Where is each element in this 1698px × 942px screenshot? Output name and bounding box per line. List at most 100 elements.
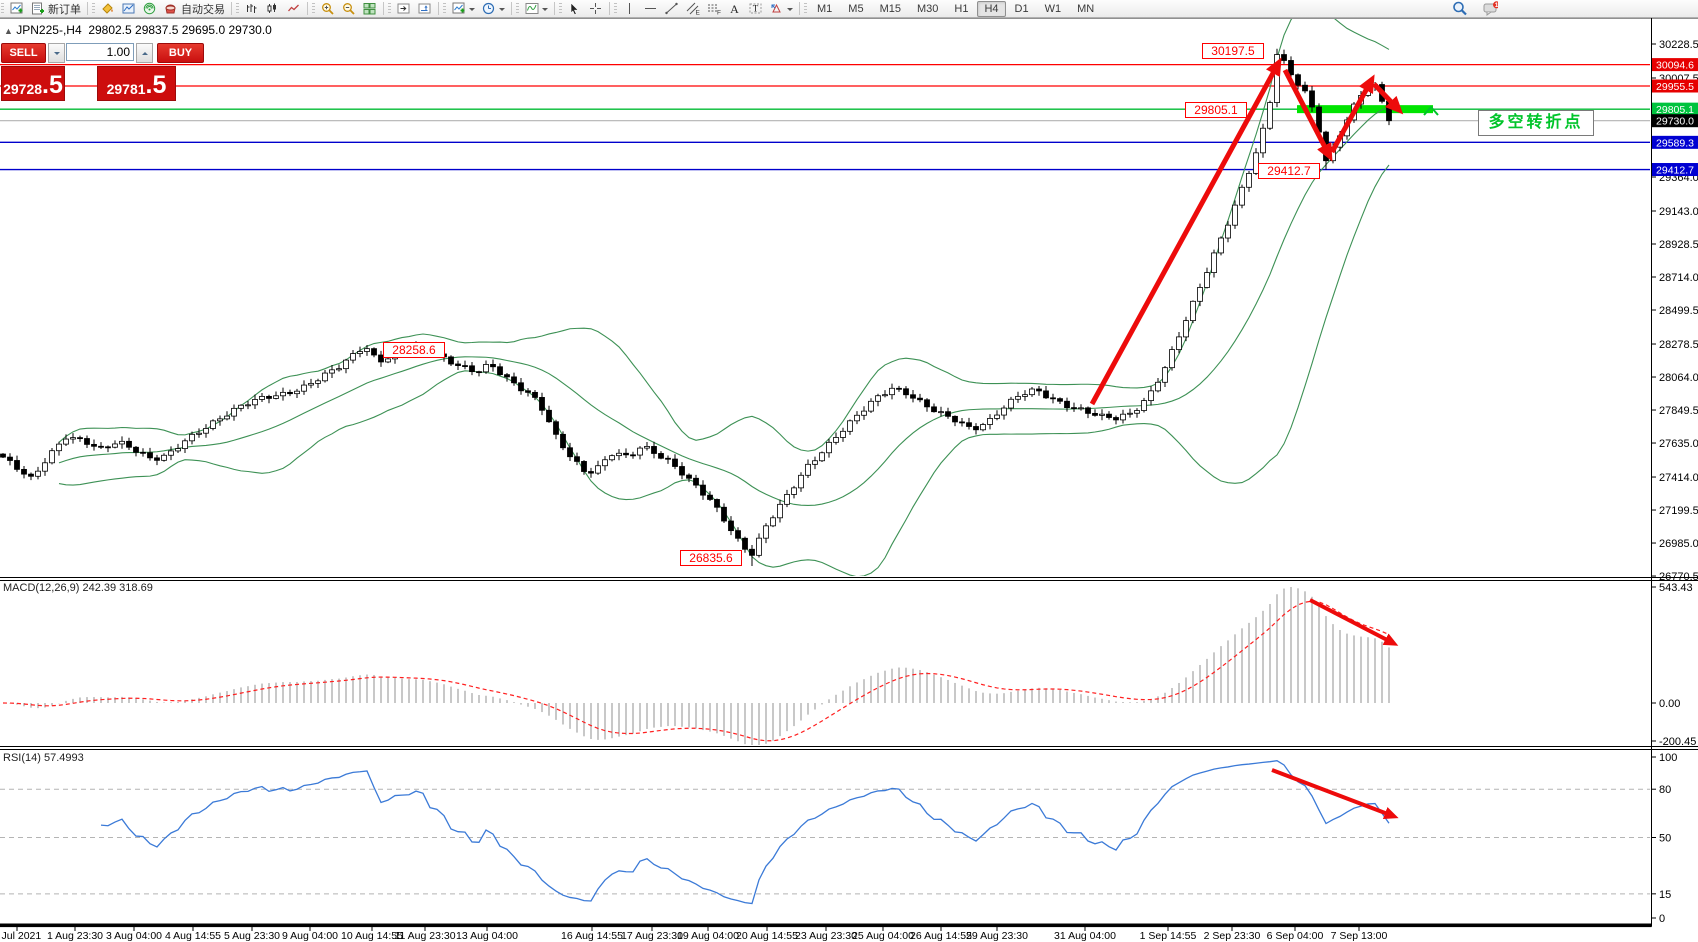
text-label-icon: T (748, 2, 763, 16)
timeframe-h4[interactable]: H4 (977, 0, 1006, 17)
volume-decrease-button[interactable] (48, 43, 65, 63)
trend-line-icon (664, 2, 679, 16)
timeframe-m5[interactable]: M5 (848, 2, 864, 15)
chart-shift-tool[interactable] (393, 1, 414, 16)
svg-text:16 Aug 14:55: 16 Aug 14:55 (561, 930, 623, 942)
period-clock-tool[interactable] (478, 1, 508, 16)
signal-tool[interactable] (139, 1, 160, 16)
crosshair-tool[interactable] (585, 1, 606, 16)
auto-trading-button[interactable]: 自动交易 (160, 1, 228, 16)
macd-signal-line (2, 600, 1390, 742)
svg-text:15: 15 (1659, 889, 1671, 901)
dropdown-caret-icon (499, 8, 505, 14)
green-caret-icon (1423, 105, 1439, 116)
svg-text:1 Sep 14:55: 1 Sep 14:55 (1140, 930, 1197, 942)
vertical-line-tool[interactable] (619, 1, 640, 16)
svg-text:2 Sep 23:30: 2 Sep 23:30 (1204, 930, 1261, 942)
timeframe-mn[interactable]: MN (1077, 2, 1095, 15)
market-watch-tool[interactable] (118, 1, 139, 16)
svg-text:0: 0 (1659, 913, 1665, 925)
tile-windows-tool[interactable] (359, 1, 380, 16)
sell-button[interactable]: SELL (1, 43, 46, 63)
rsi-down-arrow[interactable] (1271, 768, 1399, 819)
price-level-label[interactable]: 26835.6 (680, 550, 742, 566)
vertical-line-icon (622, 2, 637, 16)
toolbar-separator (511, 2, 512, 15)
time-axis[interactable]: 9 Jul 2021 1 Aug 23:303 Aug 04:004 Aug 14… (0, 926, 1387, 942)
toolbar-separator (554, 2, 555, 15)
rsi-label: RSI(14) 57.4993 (3, 752, 84, 764)
buy-button[interactable]: BUY (157, 43, 204, 63)
new-chart-dropdown-tool[interactable] (448, 1, 478, 16)
line-chart-tool[interactable] (283, 1, 304, 16)
timeframe-w1[interactable]: W1 (1044, 2, 1062, 15)
new-chart-tool[interactable] (6, 1, 27, 16)
timeframe-h1[interactable]: H1 (954, 2, 969, 15)
buy-price-box[interactable]: 29781.5 (97, 66, 176, 101)
price-level-label[interactable]: 28258.6 (383, 342, 445, 358)
svg-text:20 Aug 14:55: 20 Aug 14:55 (736, 930, 798, 942)
bar-chart-tool[interactable] (241, 1, 262, 16)
price-axis[interactable]: 30228.530007.529364.029143.028928.528714… (1651, 39, 1698, 925)
svg-text:17 Aug 23:30: 17 Aug 23:30 (621, 930, 683, 942)
toolbar-separator (799, 2, 800, 15)
pane-separators[interactable] (0, 18, 1698, 928)
horizontal-line-tool[interactable] (640, 1, 661, 16)
svg-text:1: 1 (1495, 2, 1498, 9)
svg-text:A: A (730, 2, 739, 15)
macd-indicator (2, 587, 1390, 745)
macd-down-arrow[interactable] (1309, 598, 1399, 646)
candle-chart-tool[interactable] (262, 1, 283, 16)
zoom-in-tool[interactable] (317, 1, 338, 16)
svg-text:5 Aug 23:30: 5 Aug 23:30 (224, 930, 280, 942)
toolbar-grip (92, 3, 95, 14)
symbol-arrow-icon: ▲ (4, 26, 13, 36)
timeframe-m15[interactable]: M15 (879, 2, 901, 15)
timeframe-m1[interactable]: M1 (817, 2, 833, 15)
notifications-icon[interactable]: 1 (1483, 0, 1498, 16)
toolbar-grip (614, 3, 617, 14)
svg-text:27199.5: 27199.5 (1659, 505, 1698, 517)
styles-bucket-tool[interactable] (97, 1, 118, 16)
toolbar-separator (383, 2, 384, 15)
fibonacci-tool[interactable]: F (703, 1, 724, 16)
support-band[interactable] (1297, 105, 1433, 114)
rsi-indicator (0, 760, 1650, 905)
sell-price-box[interactable]: 29728.5 (1, 66, 65, 101)
turning-point-annotation[interactable]: 多空转折点 (1478, 110, 1594, 136)
trade-panel-controls: SELL BUY (1, 43, 204, 63)
trend-line-tool[interactable] (661, 1, 682, 16)
search-icon[interactable] (1452, 1, 1467, 15)
svg-text:30228.5: 30228.5 (1659, 39, 1698, 51)
svg-text:28064.0: 28064.0 (1659, 372, 1698, 384)
svg-text:29805.1: 29805.1 (1656, 104, 1694, 116)
sell-price-frac: .5 (42, 71, 63, 99)
price-level-label[interactable]: 30197.5 (1202, 43, 1264, 59)
svg-text:29 Aug 23:30: 29 Aug 23:30 (966, 930, 1028, 942)
text-label-tool[interactable]: T (745, 1, 766, 16)
volume-input[interactable] (66, 43, 134, 61)
price-level-label[interactable]: 29412.7 (1258, 163, 1320, 179)
toolbar-grip (804, 3, 807, 14)
timeframe-d1[interactable]: D1 (1014, 2, 1029, 15)
cursor-tool[interactable] (564, 1, 585, 16)
timeframe-m30[interactable]: M30 (916, 2, 939, 15)
text-tool[interactable]: A (724, 1, 745, 16)
toolbar-grip (388, 3, 391, 14)
rsi-line (100, 760, 1390, 905)
indicators-tool[interactable] (521, 1, 551, 16)
auto-scroll-tool[interactable] (414, 1, 435, 16)
equidistant-channel-tool[interactable]: E (682, 1, 703, 16)
shapes-tool[interactable] (766, 1, 796, 16)
trend-arrows[interactable] (1089, 57, 1404, 406)
price-level-label[interactable]: 29805.1 (1185, 102, 1247, 118)
candlesticks[interactable] (0, 48, 1392, 567)
bar-chart-icon (244, 2, 259, 16)
zoom-out-tool[interactable] (338, 1, 359, 16)
volume-increase-button[interactable] (136, 43, 153, 63)
new-order-button[interactable]: 新订单 (27, 1, 84, 16)
svg-text:27414.0: 27414.0 (1659, 472, 1698, 484)
equidistant-channel-icon: E (685, 2, 700, 16)
toolbar-right-icons: 1 (1452, 0, 1498, 16)
